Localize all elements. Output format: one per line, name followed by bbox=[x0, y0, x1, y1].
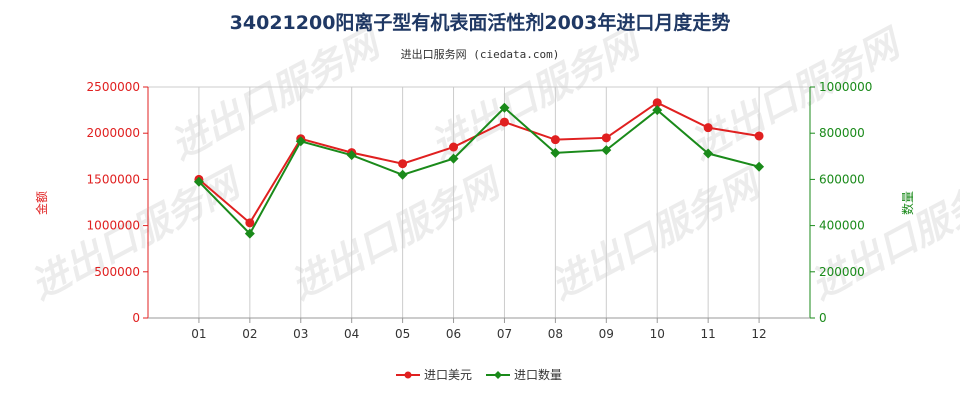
y-left-tick-label: 1000000 bbox=[87, 219, 140, 233]
data-point-2 bbox=[397, 169, 408, 180]
data-point-1 bbox=[550, 135, 560, 145]
data-point-2 bbox=[550, 147, 561, 158]
chart-subtitle: 进出口服务网 (ciedata.com) bbox=[401, 47, 560, 61]
data-point-1 bbox=[703, 123, 713, 133]
x-tick-label: 01 bbox=[191, 327, 206, 341]
y-right-tick-label: 400000 bbox=[819, 219, 865, 233]
data-point-2 bbox=[193, 176, 204, 187]
watermark-text: 进出口服务网 bbox=[543, 159, 770, 308]
y-left-tick-label: 2500000 bbox=[87, 80, 140, 94]
x-tick-label: 11 bbox=[701, 327, 716, 341]
data-point-2 bbox=[295, 136, 306, 147]
data-point-1 bbox=[652, 98, 662, 108]
data-point-2 bbox=[652, 105, 663, 116]
legend-label-1: 进口美元 bbox=[424, 368, 472, 382]
data-point-1 bbox=[398, 159, 408, 169]
x-tick-label: 03 bbox=[293, 327, 308, 341]
x-tick-label: 08 bbox=[548, 327, 563, 341]
y-right-tick-label: 1000000 bbox=[819, 80, 872, 94]
data-point-2 bbox=[703, 148, 714, 159]
y-right-tick-label: 0 bbox=[819, 311, 827, 325]
legend-swatch-marker-2 bbox=[494, 371, 502, 379]
data-point-1 bbox=[601, 133, 611, 143]
data-point-2 bbox=[346, 150, 357, 161]
x-tick-label: 07 bbox=[497, 327, 512, 341]
y-right-tick-label: 800000 bbox=[819, 126, 865, 140]
axes bbox=[147, 87, 811, 319]
x-tick-label: 09 bbox=[599, 327, 614, 341]
watermark-text: 进出口服务网 bbox=[163, 19, 390, 168]
series-layer bbox=[193, 98, 765, 239]
x-tick-label: 06 bbox=[446, 327, 461, 341]
data-point-2 bbox=[448, 153, 459, 164]
data-point-2 bbox=[244, 228, 255, 239]
y-left-tick-label: 2000000 bbox=[87, 126, 140, 140]
y-left-axis-title: 金额 bbox=[34, 191, 49, 215]
data-point-2 bbox=[601, 145, 612, 156]
y-right-tick-label: 200000 bbox=[819, 265, 865, 279]
data-point-2 bbox=[754, 161, 765, 172]
x-tick-label: 10 bbox=[650, 327, 665, 341]
tick-labels: 0 500000 1000000 1500000 2000000 2500000 0 2000… bbox=[87, 80, 873, 341]
watermark-text: 进出口服务网 bbox=[683, 19, 910, 168]
legend-label-2: 进口数量 bbox=[514, 367, 562, 382]
data-point-1 bbox=[245, 218, 255, 228]
legend: 进口美元 进口数量 bbox=[396, 367, 562, 382]
y-right-axis-title: 数量 bbox=[900, 191, 915, 215]
series-line-2 bbox=[198, 106, 760, 236]
x-tick-label: 02 bbox=[242, 327, 257, 341]
y-left-tick-label: 1500000 bbox=[87, 172, 140, 186]
data-point-2 bbox=[499, 102, 510, 113]
y-right-tick-label: 600000 bbox=[819, 172, 865, 186]
chart-title: 34021200阳离子型有机表面活性剂2003年进口月度走势 bbox=[230, 11, 731, 34]
data-point-1 bbox=[754, 131, 764, 141]
data-point-1 bbox=[499, 117, 509, 127]
x-tick-label: 04 bbox=[344, 327, 359, 341]
watermark-text: 进出口服务网 bbox=[283, 159, 510, 308]
y-left-tick-label: 0 bbox=[132, 311, 140, 325]
x-tick-label: 12 bbox=[751, 327, 766, 341]
x-tick-label: 05 bbox=[395, 327, 410, 341]
legend-swatch-marker-1 bbox=[404, 371, 412, 379]
data-point-1 bbox=[449, 142, 459, 152]
y-left-tick-label: 500000 bbox=[94, 265, 140, 279]
